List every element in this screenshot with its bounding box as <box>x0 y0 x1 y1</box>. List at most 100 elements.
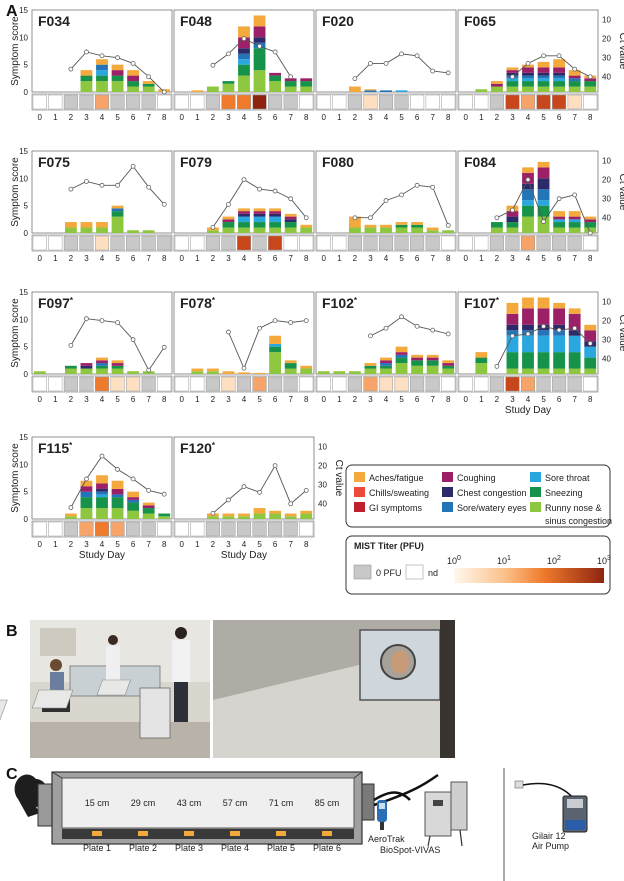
distance-label-1: 15 cm <box>85 798 110 808</box>
bar-runny-day-4 <box>238 227 250 233</box>
bar-aches-day-7 <box>426 354 439 358</box>
titer-cell-day-4 <box>236 94 252 110</box>
day-tick: 6 <box>131 540 136 549</box>
day-tick: 2 <box>69 113 74 122</box>
day-tick: 1 <box>337 113 342 122</box>
bar-sneezing-day-3 <box>222 81 235 84</box>
day-tick: 7 <box>430 113 435 122</box>
titer-cell-day-4 <box>94 235 110 251</box>
bar-aches-day-3 <box>364 224 377 228</box>
bar-sneezing-day-8 <box>442 365 455 369</box>
day-tick: 4 <box>526 113 531 122</box>
ct-point-day-8 <box>587 74 593 80</box>
bar-sorethroat-day-4 <box>238 216 250 223</box>
day-tick: 4 <box>100 540 105 549</box>
bar-aches-day-2 <box>206 368 219 372</box>
bar-coughing-day-7 <box>568 75 581 79</box>
y-tick: 15 <box>19 6 28 15</box>
day-tick: 7 <box>288 254 293 263</box>
titer-cell-day-4 <box>94 94 110 110</box>
bar-sneezing-day-6 <box>411 224 424 228</box>
bar-chest-day-5 <box>253 37 266 43</box>
subplot-f020: F020 0 1 2 3 4 5 6 7 8 <box>315 9 457 122</box>
bar-runny-day-0 <box>33 371 46 374</box>
titer-cell-day-6 <box>126 376 141 392</box>
titer-cell-day-6 <box>410 376 425 392</box>
day-tick: 6 <box>415 254 420 263</box>
titer-row <box>31 520 173 538</box>
subplot-f048: F048 0 1 2 3 4 5 6 7 8 <box>173 9 315 122</box>
day-tick: 6 <box>415 395 420 404</box>
y-tick: 5 <box>24 343 29 352</box>
titer-cell-day-8 <box>299 235 314 251</box>
ct-tick: 10 <box>318 443 327 452</box>
legend-label-chills: Chills/sweating <box>369 488 429 498</box>
legend-label-sorethroat: Sore throat <box>545 473 590 483</box>
bar-sorewatery-day-5 <box>395 354 408 358</box>
bar-coughing-day-5 <box>111 488 124 495</box>
bar-runny-day-3 <box>506 368 519 374</box>
day-tick: 5 <box>257 395 262 404</box>
y-tick: 10 <box>19 315 28 324</box>
bar-aches-day-3 <box>506 67 519 71</box>
bar-sorethroat-day-6 <box>269 343 282 347</box>
day-tick: 1 <box>53 540 58 549</box>
ct-line <box>370 316 449 337</box>
bar-coughing-day-5 <box>111 70 124 76</box>
ct-point-day-4 <box>525 331 531 337</box>
day-tick: 0 <box>38 540 43 549</box>
bar-coughing-day-6 <box>553 67 566 73</box>
ct-point-day-3 <box>84 476 89 482</box>
titer-cell-day-8 <box>441 235 456 251</box>
ct-point-day-7 <box>288 74 294 80</box>
bar-sorewatery-day-4 <box>522 75 534 79</box>
day-tick: 2 <box>211 254 216 263</box>
titer-cell-day-1 <box>48 376 63 392</box>
ct-point-day-6 <box>130 163 136 169</box>
study-day-label: Study Day <box>79 550 125 561</box>
bar-sneezing-day-7 <box>142 83 155 87</box>
bar-sorewatery-day-3 <box>506 330 519 336</box>
titer-cell-day-2 <box>205 94 220 110</box>
bar-coughing-day-5 <box>395 352 408 355</box>
titer-cell-day-5 <box>394 376 409 392</box>
bar-sorewatery-day-4 <box>96 64 108 71</box>
ct-point-day-5 <box>257 43 262 49</box>
ct-point-day-6 <box>130 476 136 482</box>
day-tick: 0 <box>38 395 43 404</box>
bar-sneezing-day-3 <box>364 365 377 369</box>
panel-label-c: C <box>6 766 18 783</box>
day-tick: 2 <box>211 395 216 404</box>
bar-runny-day-5 <box>395 363 408 374</box>
titer-cell-day-2 <box>205 376 220 392</box>
distance-label-6: 85 cm <box>315 798 340 808</box>
ct-point-day-6 <box>556 327 562 333</box>
day-tick: 8 <box>588 254 593 263</box>
bar-aches-day-8 <box>300 510 313 514</box>
bar-aches-day-3 <box>80 70 93 76</box>
bar-aches-day-4 <box>522 167 534 173</box>
titer-cell-day-3 <box>505 235 520 251</box>
bar-coughing-day-3 <box>506 70 519 73</box>
subplot-title: F020 <box>322 13 354 29</box>
day-tick: 2 <box>211 540 216 549</box>
bar-runny-day-2 <box>206 230 219 233</box>
bar-sorethroat-day-8 <box>584 346 597 358</box>
ct-point-day-8 <box>161 344 167 350</box>
bar-sneezing-day-5 <box>253 222 266 228</box>
symptom-score-label: Symptom score <box>10 443 21 513</box>
distance-label-3: 43 cm <box>177 798 202 808</box>
titer-legend-title: MIST Titer (PFU) <box>354 541 424 551</box>
day-tick: 5 <box>257 254 262 263</box>
bar-aches-day-8 <box>584 216 597 220</box>
bar-sorethroat-day-4 <box>96 70 108 76</box>
plate-label-6: Plate 6 <box>313 843 341 853</box>
bar-sneezing-day-4 <box>522 81 534 87</box>
ct-value-label: Ct value <box>617 174 624 211</box>
day-tick: 7 <box>572 254 577 263</box>
plate-marker-6 <box>322 831 332 836</box>
bar-runny-day-8 <box>584 368 597 374</box>
legend-swatch-chills <box>354 487 365 497</box>
